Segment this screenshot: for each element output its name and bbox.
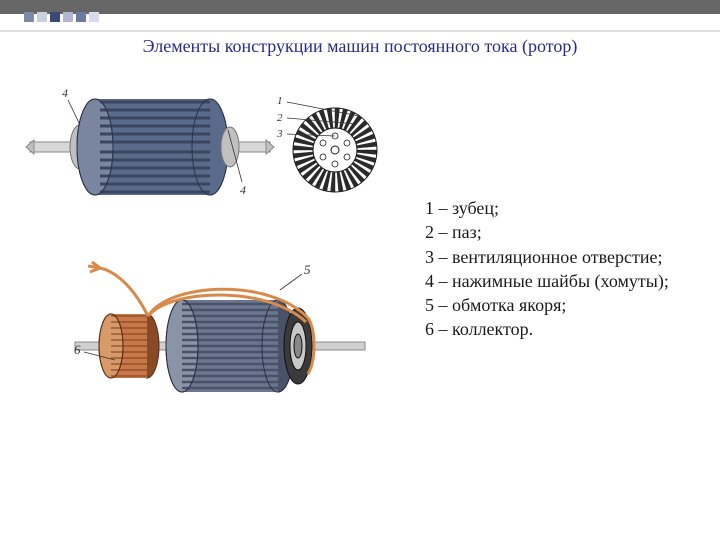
callout-3: 3 — [276, 128, 283, 140]
legend-item: 4 – нажимные шайбы (хомуты); — [425, 269, 669, 293]
decor-square — [50, 12, 60, 22]
figure-rotor-top: 4 4 1 2 3 — [20, 72, 390, 227]
callout-4-left: 4 — [62, 86, 68, 100]
legend-item: 2 – паз; — [425, 220, 669, 244]
callout-6: 6 — [74, 342, 81, 357]
legend-item: 3 – вентиляционное отверстие; — [425, 245, 669, 269]
decor-square — [63, 12, 73, 22]
legend-item: 6 – коллектор. — [425, 317, 669, 341]
decor-square — [37, 12, 47, 22]
decor-square — [24, 12, 34, 22]
callout-5: 5 — [304, 262, 311, 277]
decor-square — [89, 12, 99, 22]
header-decor — [24, 12, 99, 22]
legend-item: 1 – зубец; — [425, 196, 669, 220]
legend: 1 – зубец; 2 – паз; 3 – вентиляционное о… — [425, 196, 669, 342]
legend-item: 5 – обмотка якоря; — [425, 293, 669, 317]
callout-4-right: 4 — [240, 183, 246, 197]
header-bar — [0, 0, 720, 14]
page-title: Элементы конструкции машин постоянного т… — [0, 36, 720, 57]
figure-rotor-bottom: 5 6 — [70, 260, 370, 430]
header-underline — [0, 30, 720, 32]
callout-2: 2 — [277, 112, 283, 124]
decor-square — [76, 12, 86, 22]
callout-1: 1 — [277, 95, 283, 107]
